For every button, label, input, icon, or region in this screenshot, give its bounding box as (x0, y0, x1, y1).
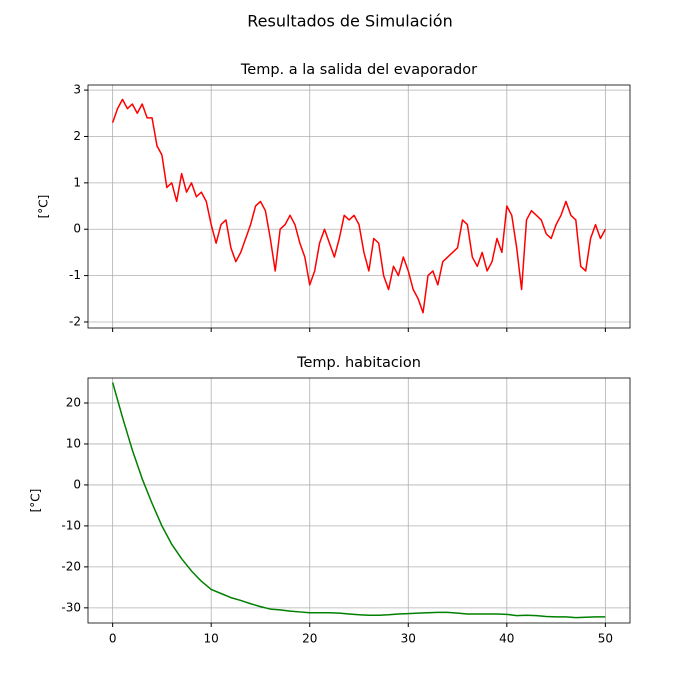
x-tick-label: 40 (499, 632, 514, 646)
y-tick-label: -1 (69, 268, 81, 282)
x-tick-label: 0 (109, 632, 117, 646)
y-tick-label: -2 (69, 314, 81, 328)
figure-title: Resultados de Simulación (247, 12, 452, 31)
data-line (111, 98, 607, 314)
y-axis-label: [°C] (37, 195, 51, 219)
y-tick-label: 1 (73, 175, 81, 189)
y-tick-label: 2 (73, 129, 81, 143)
axes-frame (87, 377, 631, 624)
x-tick-label: 50 (598, 632, 613, 646)
data-line (111, 382, 606, 619)
y-tick-label: 20 (66, 395, 81, 409)
y-tick-label: 10 (66, 436, 81, 450)
y-tick-label: -20 (61, 559, 81, 573)
axes-title: Temp. habitacion (296, 355, 421, 371)
y-tick-label: 0 (73, 477, 81, 491)
x-tick-label: 20 (302, 632, 317, 646)
x-tick-label: 10 (204, 632, 219, 646)
axes-frame (87, 84, 631, 329)
y-axis-label: [°C] (29, 489, 43, 513)
axes-title: Temp. a la salida del evaporador (240, 62, 477, 78)
x-tick-label: 30 (401, 632, 416, 646)
y-tick-label: 0 (73, 222, 81, 236)
y-tick-label: 3 (73, 83, 81, 97)
y-tick-label: -30 (61, 600, 81, 614)
y-tick-label: -10 (61, 518, 81, 532)
